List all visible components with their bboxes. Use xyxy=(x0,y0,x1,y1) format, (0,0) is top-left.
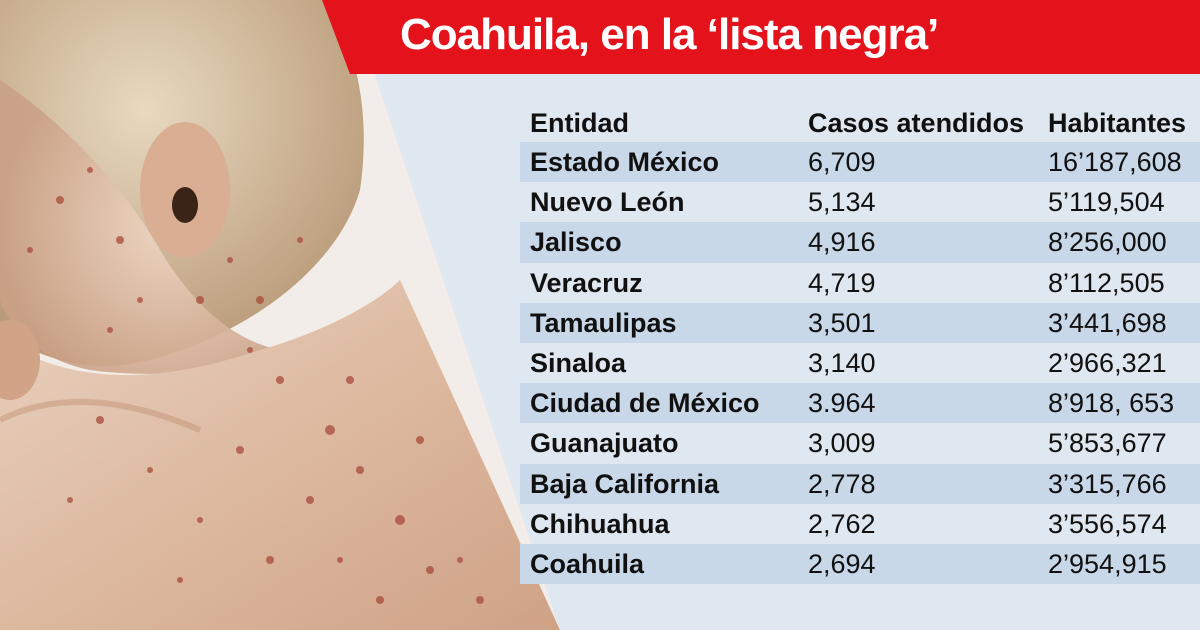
column-header-casos: Casos atendidos xyxy=(808,108,1025,138)
title-bar: Coahuila, en la ‘lista negra’ xyxy=(322,0,1200,74)
table-row: Chihuahua 2,762 3’556,574 xyxy=(520,504,1200,544)
cell-habitantes: 2’954,915 xyxy=(1048,548,1167,579)
cell-habitantes: 3’556,574 xyxy=(1048,508,1167,539)
cell-casos: 5,134 xyxy=(808,187,876,218)
cell-entidad: Chihuahua xyxy=(530,508,670,539)
cell-entidad: Baja California xyxy=(530,468,720,499)
cell-habitantes: 8’918, 653 xyxy=(1048,388,1175,419)
cell-entidad: Estado México xyxy=(530,147,720,177)
cases-table: Entidad Casos atendidos Habitantes Estad… xyxy=(520,104,1200,585)
cell-habitantes: 5’853,677 xyxy=(1048,428,1167,459)
table-row: Ciudad de México 3.964 8’918, 653 xyxy=(520,383,1200,424)
table-header-row: Entidad Casos atendidos Habitantes xyxy=(520,104,1200,142)
cell-casos: 4,916 xyxy=(808,227,876,258)
cell-entidad: Veracruz xyxy=(530,267,643,298)
cell-casos: 6,709 xyxy=(808,147,876,177)
cell-entidad: Guanajuato xyxy=(530,428,679,459)
table-row: Estado México 6,709 16’187,608 xyxy=(520,142,1200,183)
cell-entidad: Sinaloa xyxy=(530,347,627,378)
cell-habitantes: 16’187,608 xyxy=(1048,147,1182,177)
cell-entidad: Nuevo León xyxy=(530,187,685,218)
table-row: Coahuila 2,694 2’954,915 xyxy=(520,543,1200,585)
cell-casos: 4,719 xyxy=(808,267,876,298)
cell-casos: 2,762 xyxy=(808,508,876,539)
table-row: Tamaulipas 3,501 3’441,698 xyxy=(520,302,1200,343)
cell-habitantes: 3’441,698 xyxy=(1048,307,1167,338)
cell-casos: 2,694 xyxy=(808,548,876,579)
cell-entidad: Jalisco xyxy=(530,227,622,258)
cell-habitantes: 5’119,504 xyxy=(1048,187,1165,218)
column-header-entidad: Entidad xyxy=(530,108,629,138)
cell-casos: 2,778 xyxy=(808,468,876,499)
cell-casos: 3,140 xyxy=(808,347,876,378)
cell-casos: 3,009 xyxy=(808,428,876,459)
cell-casos: 3.964 xyxy=(808,388,876,419)
table-row: Baja California 2,778 3’315,766 xyxy=(520,463,1200,504)
cell-habitantes: 8’256,000 xyxy=(1048,227,1167,258)
cell-habitantes: 2’966,321 xyxy=(1048,347,1167,378)
table-row: Nuevo León 5,134 5’119,504 xyxy=(520,182,1200,222)
table-row: Jalisco 4,916 8’256,000 xyxy=(520,222,1200,263)
table-row: Veracruz 4,719 8’112,505 xyxy=(520,263,1200,303)
cell-habitantes: 3’315,766 xyxy=(1048,468,1167,499)
table-row: Guanajuato 3,009 5’853,677 xyxy=(520,423,1200,463)
child-rash-photo xyxy=(0,0,560,630)
cell-habitantes: 8’112,505 xyxy=(1048,267,1165,298)
cell-entidad: Tamaulipas xyxy=(530,307,677,338)
cell-casos: 3,501 xyxy=(808,307,876,338)
column-header-habitantes: Habitantes xyxy=(1048,108,1187,138)
cell-entidad: Coahuila xyxy=(530,548,645,579)
cell-entidad: Ciudad de México xyxy=(530,388,760,419)
page-title: Coahuila, en la ‘lista negra’ xyxy=(400,10,939,59)
table-row: Sinaloa 3,140 2’966,321 xyxy=(520,343,1200,383)
